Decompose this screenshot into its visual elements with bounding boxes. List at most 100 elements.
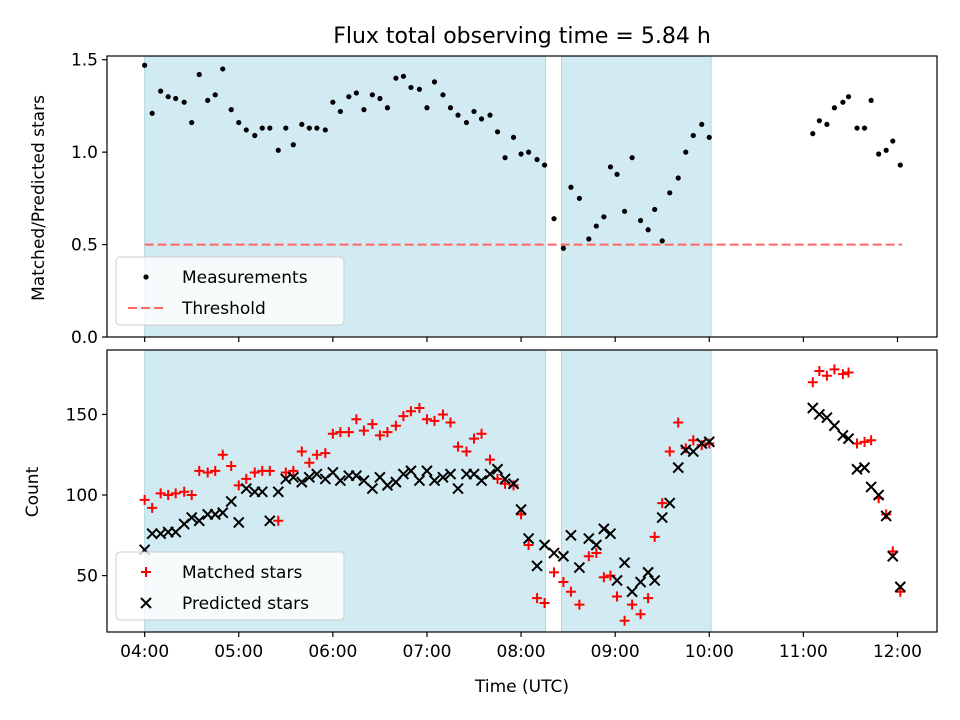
matched-point bbox=[558, 577, 569, 588]
matched-point bbox=[241, 473, 252, 484]
measurement-point bbox=[259, 125, 265, 131]
matched-point bbox=[643, 593, 654, 604]
predicted-point bbox=[366, 482, 379, 495]
axes-frame bbox=[106, 55, 938, 338]
measurement-point bbox=[290, 142, 296, 148]
y-tick-label: 0.0 bbox=[71, 328, 98, 348]
matched-point bbox=[469, 433, 480, 444]
predicted-point bbox=[515, 503, 527, 516]
matched-point bbox=[155, 488, 166, 499]
predicted-point bbox=[648, 574, 661, 587]
measurement-point bbox=[541, 162, 548, 168]
predicted-point bbox=[499, 473, 511, 485]
measurement-point bbox=[455, 112, 461, 118]
matched-point bbox=[649, 531, 660, 542]
predicted-point bbox=[428, 474, 441, 487]
measurement-point bbox=[408, 84, 414, 91]
predicted-point bbox=[421, 465, 433, 477]
predicted-point bbox=[672, 461, 684, 474]
predicted-point bbox=[618, 557, 631, 569]
predicted-point bbox=[703, 436, 715, 448]
measurement-point bbox=[645, 227, 651, 233]
measurement-point bbox=[173, 95, 179, 102]
bottom-panel: 04:00 05:00 06:00 07:00 08:00 09:00 10:00 11:00… bbox=[66, 349, 938, 662]
predicted-point bbox=[880, 510, 892, 522]
predicted-point bbox=[664, 497, 676, 509]
matched-point bbox=[829, 364, 840, 375]
matched-point bbox=[327, 428, 338, 439]
measurement-point bbox=[706, 134, 712, 140]
measurement-point bbox=[149, 110, 155, 116]
legend-label: Matched stars bbox=[182, 563, 302, 583]
y-tick-label: 150 bbox=[66, 405, 98, 425]
measurement-point bbox=[601, 214, 607, 220]
predicted-point bbox=[475, 474, 488, 487]
predicted-point bbox=[894, 581, 907, 593]
measurement-point bbox=[845, 94, 852, 100]
matched-point bbox=[523, 539, 534, 550]
measurement-point bbox=[267, 125, 273, 131]
measurement-point bbox=[518, 151, 524, 157]
measurement-point bbox=[306, 125, 312, 131]
matched-point bbox=[807, 377, 818, 388]
legend-label: Predicted stars bbox=[182, 594, 309, 614]
matched-point bbox=[532, 593, 543, 604]
chart-title: Flux total observing time = 5.84 h bbox=[333, 24, 711, 49]
matched-point bbox=[837, 369, 848, 380]
matched-point bbox=[264, 465, 275, 476]
predicted-point bbox=[557, 550, 570, 562]
measurement-point bbox=[252, 132, 258, 139]
matched-point bbox=[147, 502, 158, 513]
measurement-point bbox=[699, 121, 705, 128]
matched-point bbox=[210, 465, 221, 476]
matched-point bbox=[881, 509, 892, 520]
matched-point bbox=[170, 488, 181, 499]
matched-point bbox=[619, 615, 630, 626]
measurement-point bbox=[275, 147, 281, 153]
series-matched-stars bbox=[139, 364, 906, 626]
measurement-point bbox=[361, 107, 367, 113]
predicted-point bbox=[272, 486, 284, 498]
matched-point bbox=[405, 406, 416, 417]
matched-point bbox=[226, 461, 237, 472]
matched-point bbox=[539, 597, 550, 608]
measurement-point bbox=[534, 156, 540, 163]
measurement-point bbox=[494, 129, 501, 135]
predicted-point bbox=[264, 515, 276, 527]
matched-point bbox=[887, 546, 898, 557]
measurement-point bbox=[868, 97, 874, 103]
measurement-point bbox=[897, 162, 903, 168]
matched-point bbox=[335, 427, 346, 438]
series-predicted-stars bbox=[138, 402, 907, 598]
matched-point bbox=[453, 441, 464, 452]
measurement-point bbox=[220, 66, 226, 72]
predicted-point bbox=[405, 465, 417, 477]
matched-point bbox=[351, 414, 362, 425]
measurement-point bbox=[314, 125, 320, 131]
measurement-point bbox=[551, 216, 557, 222]
predicted-point bbox=[548, 547, 560, 559]
matched-point bbox=[508, 480, 519, 491]
predicted-point bbox=[350, 469, 363, 482]
measurement-point bbox=[431, 79, 438, 85]
matched-point bbox=[367, 419, 378, 430]
measurement-point bbox=[236, 119, 242, 126]
measurement-point bbox=[637, 217, 644, 224]
measurement-point bbox=[243, 127, 249, 133]
predicted-point bbox=[217, 507, 229, 519]
measurement-point bbox=[840, 99, 846, 105]
matched-point bbox=[163, 490, 174, 501]
predicted-point bbox=[573, 561, 586, 574]
measurement-point bbox=[890, 138, 896, 144]
measurement-point bbox=[377, 95, 383, 102]
x-tick-label: 04:00 bbox=[120, 642, 169, 662]
measurement-point bbox=[337, 108, 343, 115]
measurement-point bbox=[621, 208, 628, 214]
measurement-point bbox=[487, 112, 493, 118]
measurement-point bbox=[181, 99, 187, 105]
matched-point bbox=[320, 448, 331, 459]
matched-point bbox=[382, 427, 393, 438]
matched-point bbox=[288, 465, 299, 476]
predicted-point bbox=[837, 429, 849, 442]
top-y-axis-label: Matched/Predicted stars bbox=[29, 95, 49, 301]
